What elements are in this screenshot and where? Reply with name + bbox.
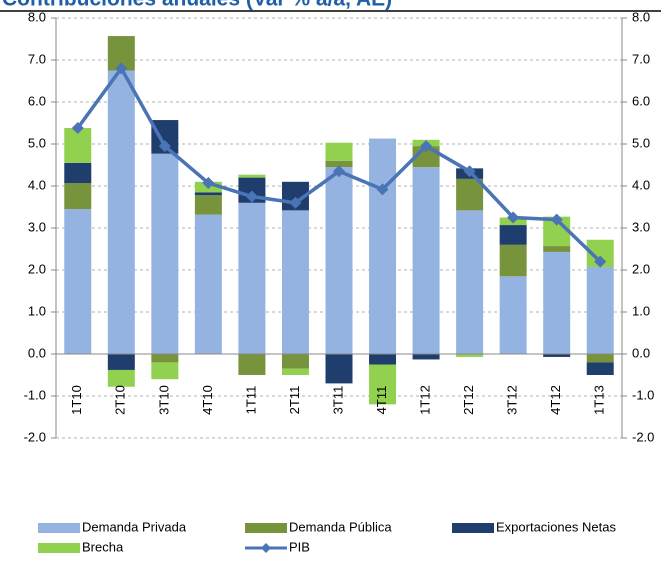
x-tick-label: 3T10 [156, 385, 171, 415]
line-marker [333, 165, 345, 178]
y2-tick-label: -2.0 [632, 429, 654, 444]
bar [499, 244, 527, 277]
y2-tick-label: 7.0 [632, 51, 650, 66]
legend-label: Demanda Privada [82, 519, 187, 534]
bar [543, 246, 571, 252]
legend-label: Exportaciones Netas [496, 519, 616, 534]
bar [281, 354, 309, 369]
bar [325, 160, 353, 168]
bar [151, 362, 179, 380]
legend-marker [261, 543, 271, 553]
bar [543, 251, 571, 354]
x-tick-label: 3T12 [505, 385, 520, 415]
bar [64, 183, 92, 210]
bar [194, 192, 222, 196]
bar [586, 354, 614, 363]
bar [586, 362, 614, 375]
line-marker [115, 62, 128, 75]
bar [369, 354, 397, 365]
bar [151, 354, 179, 363]
x-tick-label: 4T11 [374, 386, 389, 415]
y2-tick-label: 1.0 [632, 303, 650, 318]
bar [281, 210, 309, 354]
bar [586, 267, 614, 354]
legend-swatch [452, 523, 494, 533]
y-tick-label: 8.0 [28, 9, 46, 24]
x-tick-label: 1T12 [418, 385, 433, 415]
y2-tick-label: -1.0 [632, 387, 654, 402]
y-tick-label: 0.0 [28, 345, 46, 360]
y-tick-label: 5.0 [28, 135, 46, 150]
x-tick-label: 4T10 [200, 385, 215, 415]
legend-swatch [245, 523, 287, 533]
y-tick-label: 1.0 [28, 303, 46, 318]
line-marker [202, 177, 215, 190]
y2-tick-label: 4.0 [632, 177, 650, 192]
x-tick-label: 1T10 [69, 385, 84, 415]
bar [369, 138, 397, 354]
line-marker [245, 190, 258, 203]
x-tick-label: 2T10 [113, 385, 128, 415]
bar [325, 354, 353, 384]
y-tick-label: -2.0 [24, 429, 46, 444]
legend-label: Brecha [82, 539, 124, 554]
line-marker [507, 211, 520, 224]
line-marker [289, 196, 302, 209]
legend-swatch [38, 523, 80, 533]
y2-tick-label: 0.0 [632, 345, 650, 360]
y2-tick-label: 6.0 [632, 93, 650, 108]
y2-tick-label: 3.0 [632, 219, 650, 234]
legend-swatch [38, 543, 80, 553]
bar [499, 276, 527, 354]
bar [107, 354, 135, 370]
bar [543, 354, 571, 357]
legend-label: Demanda Pública [289, 519, 392, 534]
x-tick-label: 4T12 [548, 385, 563, 415]
bar [499, 225, 527, 245]
line-marker [594, 255, 607, 268]
bar [151, 153, 179, 354]
x-tick-label: 2T12 [461, 385, 476, 415]
bar [456, 354, 484, 357]
y2-tick-label: 2.0 [632, 261, 650, 276]
legend-label: PIB [289, 539, 310, 554]
chart-title: Contribuciones anuales (Var % a/a, AE) [2, 0, 392, 11]
x-tick-label: 1T13 [592, 385, 607, 415]
y-tick-label: 3.0 [28, 219, 46, 234]
line-marker [420, 140, 433, 153]
bar [107, 369, 135, 387]
line-marker [376, 183, 389, 196]
line-marker [463, 165, 476, 178]
y-tick-label: 4.0 [28, 177, 46, 192]
x-tick-label: 1T11 [243, 386, 258, 415]
bar [64, 162, 92, 184]
bar [456, 178, 484, 211]
line-marker [158, 140, 171, 153]
bar [456, 210, 484, 354]
y-tick-label: -1.0 [24, 387, 46, 402]
bar [238, 202, 266, 354]
y2-tick-label: 8.0 [632, 9, 650, 24]
y-tick-label: 2.0 [28, 261, 46, 276]
bar [194, 214, 222, 354]
bar [412, 167, 440, 354]
bar [238, 174, 266, 178]
y-tick-label: 7.0 [28, 51, 46, 66]
bar [107, 70, 135, 354]
x-tick-label: 3T11 [330, 386, 345, 415]
line-marker [550, 213, 563, 226]
bar [238, 354, 266, 375]
bar [412, 354, 440, 360]
line-marker [71, 122, 84, 135]
bar [281, 368, 309, 375]
bar [369, 364, 397, 405]
x-tick-label: 2T11 [287, 386, 302, 415]
y-tick-label: 6.0 [28, 93, 46, 108]
y2-tick-label: 5.0 [632, 135, 650, 150]
bar [64, 209, 92, 354]
bar [194, 195, 222, 215]
bar [325, 167, 353, 354]
bar [325, 142, 353, 161]
